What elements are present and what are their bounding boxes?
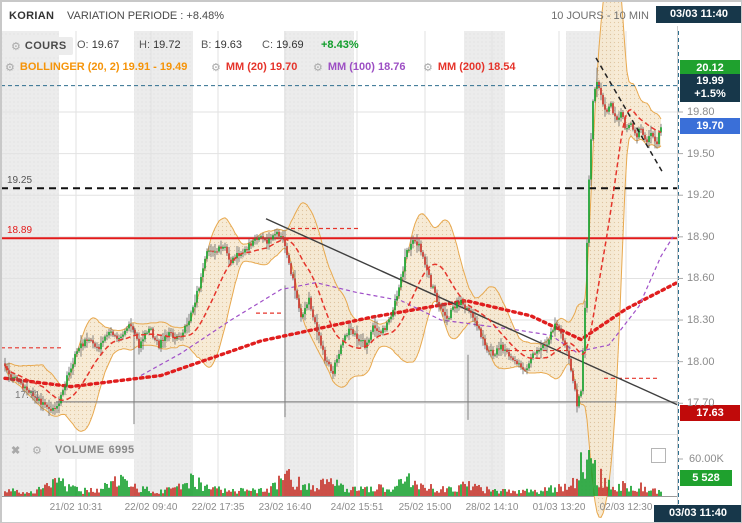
volume-close-chip[interactable]: ✖	[7, 441, 25, 459]
y-axis-tick: 18.30	[687, 314, 715, 327]
close-value: C: 19.69	[262, 39, 304, 51]
y-axis-tick: 18.90	[687, 230, 715, 243]
x-axis-tick: 22/02 09:40	[124, 502, 178, 513]
close-icon[interactable]: ✖	[11, 444, 21, 457]
gear-icon[interactable]: ⚙	[32, 444, 42, 457]
last-price-badge: 19.70	[680, 118, 740, 134]
cursor-time-badge-top: 03/03 11:40	[656, 6, 741, 23]
x-axis-tick: 02/03 12:30	[599, 502, 653, 513]
x-axis-tick: 28/02 14:10	[465, 502, 519, 513]
volume-legend-chip: VOLUME 6995	[49, 441, 141, 459]
volume-value: 6995	[108, 444, 135, 456]
cursor-time-badge-bottom: 03/03 11:40	[654, 505, 741, 522]
variation-label: VARIATION PERIODE :	[67, 10, 184, 22]
volume-panel-checkbox[interactable]	[651, 448, 666, 463]
low-value: B: 19.63	[201, 39, 242, 51]
volume-settings-chip[interactable]: ⚙	[28, 441, 46, 459]
level-label-alert: 18.89	[7, 225, 33, 236]
cursor-pct: +1.5%	[694, 88, 726, 100]
change-value: +8.43%	[321, 39, 359, 51]
y-axis-tick: 19.50	[687, 147, 715, 160]
mm100-label: MM (100) 18.76	[327, 61, 406, 73]
timeframe-label: 10 JOURS - 10 MIN	[551, 10, 649, 22]
gear-icon[interactable]: ⚙	[5, 61, 15, 74]
gear-icon[interactable]: ⚙	[423, 61, 433, 74]
variation-period: VARIATION PERIODE : +8.48%	[67, 10, 224, 22]
y-axis-tick: 18.00	[687, 355, 715, 368]
x-axis-tick: 24/02 15:51	[330, 502, 384, 513]
gear-icon[interactable]: ⚙	[313, 61, 323, 74]
level-label-support: 17.71	[15, 390, 41, 401]
level-label-upper: 19.25	[7, 175, 33, 186]
y-axis-tick: 19.20	[687, 189, 715, 202]
y-axis-tick: 17.70	[687, 397, 715, 410]
cours-label: COURS	[24, 40, 67, 52]
x-axis-tick: 21/02 10:31	[49, 502, 103, 513]
mm200-legend[interactable]: ⚙ MM (200) 18.54	[423, 58, 516, 76]
bollinger-legend[interactable]: ⚙ BOLLINGER (20, 2) 19.91 - 19.49	[5, 58, 187, 76]
gear-icon[interactable]: ⚙	[211, 61, 221, 74]
y-axis-tick: 19.80	[687, 106, 715, 118]
open-value: O: 19.67	[77, 39, 120, 51]
session-low-badge: 17.63	[680, 405, 740, 421]
mm20-label: MM (20) 19.70	[225, 61, 298, 73]
last-volume-badge: 5 528	[680, 470, 732, 486]
bollinger-label: BOLLINGER (20, 2) 19.91 - 19.49	[19, 61, 188, 73]
cursor-price: 19.99	[696, 75, 724, 87]
volume-label: VOLUME	[55, 444, 105, 456]
mm20-legend[interactable]: ⚙ MM (20) 19.70	[211, 58, 297, 76]
mm200-label: MM (200) 18.54	[437, 61, 516, 73]
high-value: H: 19.72	[139, 39, 181, 51]
x-axis-tick: 23/02 16:40	[258, 502, 312, 513]
session-high-badge: 20.12	[680, 60, 740, 76]
gear-icon[interactable]: ⚙	[11, 40, 21, 53]
variation-value: +8.48%	[186, 10, 225, 22]
volume-axis-max: 60.00K	[689, 453, 724, 465]
cours-settings-chip[interactable]: ⚙ COURS	[5, 37, 73, 55]
cursor-price-badge: 19.99 +1.5%	[680, 74, 740, 102]
mm100-legend[interactable]: ⚙ MM (100) 18.76	[313, 58, 406, 76]
x-axis-tick: 25/02 15:00	[398, 502, 452, 513]
symbol-name: KORIAN	[9, 10, 55, 22]
y-axis-tick: 18.60	[687, 272, 715, 285]
x-axis-tick: 22/02 17:35	[191, 502, 245, 513]
x-axis-tick: 01/03 13:20	[532, 502, 586, 513]
